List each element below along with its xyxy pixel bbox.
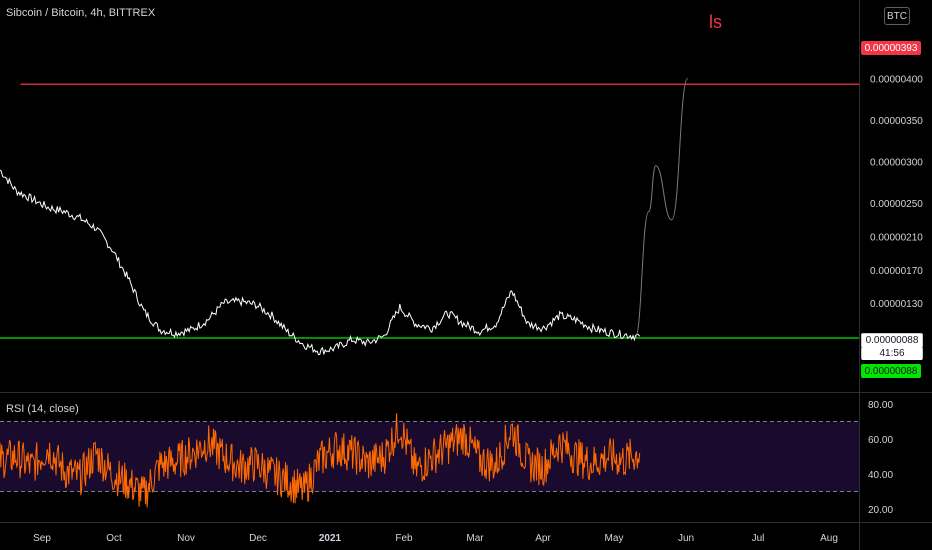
support-price-badge: 0.00000088: [861, 364, 921, 378]
rsi-line: [0, 413, 641, 508]
time-tick-label: Oct: [106, 533, 122, 544]
projection-curve: [634, 77, 689, 339]
time-tick-label: Jul: [752, 533, 765, 544]
time-tick-label: Dec: [249, 533, 267, 544]
price-tick-label: 0.00000170: [870, 266, 923, 277]
bar-countdown: 41:56: [861, 347, 923, 360]
price-tick-label: 0.00000300: [870, 158, 923, 169]
resistance-price-badge: 0.00000393: [861, 41, 921, 55]
time-tick-label: Aug: [820, 533, 838, 544]
time-tick-label: 2021: [319, 533, 342, 544]
time-tick-label: Feb: [395, 533, 413, 544]
price-line: [0, 169, 641, 356]
time-tick-label: Mar: [466, 533, 484, 544]
rsi-tick-label: 40.00: [868, 470, 893, 481]
price-tick-label: 0.00000130: [870, 299, 923, 310]
time-tick-label: May: [605, 533, 624, 544]
annotation-text: ls: [709, 12, 722, 32]
symbol-title: Sibcoin / Bitcoin, 4h, BITTREX: [6, 7, 156, 19]
time-tick-label: Apr: [535, 533, 551, 544]
time-tick-label: Sep: [33, 533, 51, 544]
price-tick-label: 0.00000250: [870, 199, 923, 210]
currency-button[interactable]: BTC: [884, 7, 910, 25]
time-tick-label: Jun: [678, 533, 694, 544]
rsi-tick-label: 60.00: [868, 435, 893, 446]
rsi-tick-label: 20.00: [868, 505, 893, 516]
price-tick-label: 0.00000350: [870, 116, 923, 127]
price-tick-label: 0.00000400: [870, 74, 923, 85]
current-price-badge: 0.00000088: [861, 333, 923, 348]
rsi-tick-label: 80.00: [868, 400, 893, 411]
rsi-title: RSI (14, close): [6, 403, 79, 415]
time-tick-label: Nov: [177, 533, 195, 544]
price-tick-label: 0.00000210: [870, 232, 923, 243]
